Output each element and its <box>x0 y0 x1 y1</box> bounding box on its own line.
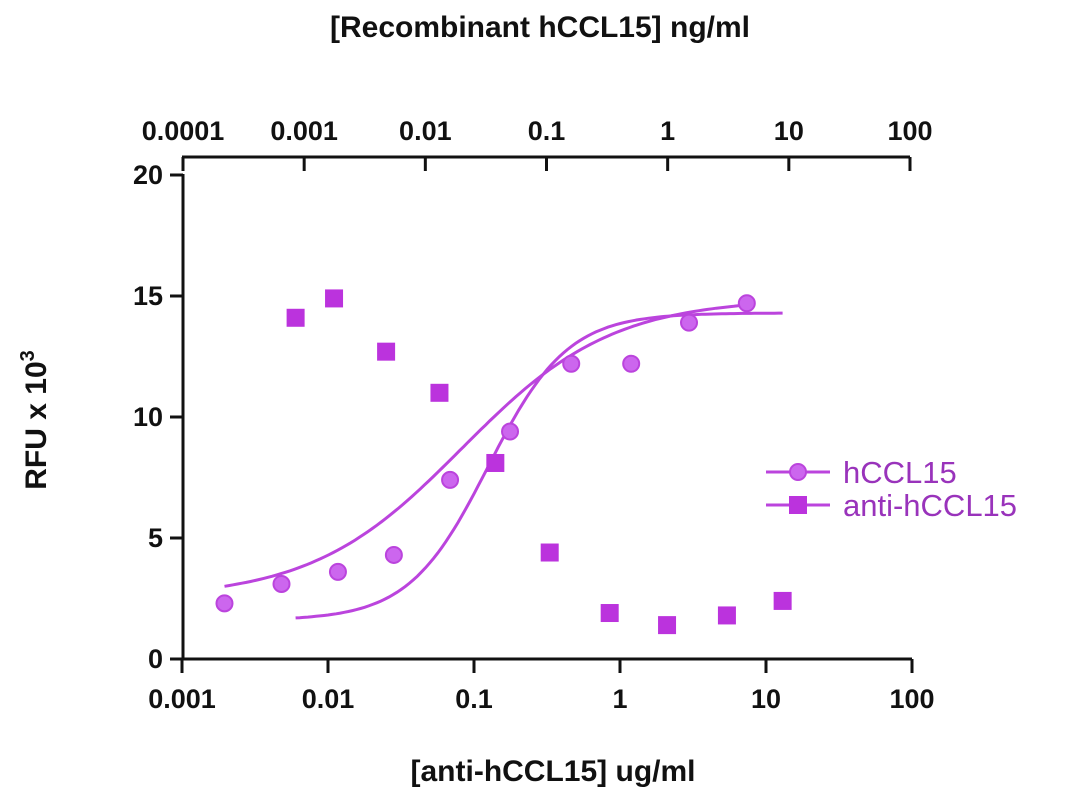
point-hccl15-8 <box>680 313 699 332</box>
top-tick-label-5: 10 <box>774 116 804 146</box>
legend: hCCL15 anti-hCCL15 <box>766 455 1017 523</box>
point-hccl15-2 <box>328 562 347 581</box>
point-anti-hccl15-2 <box>377 342 396 361</box>
left-tick-label-1: 5 <box>148 523 163 553</box>
bottom-axis-title: [anti-hCCL15] ug/ml <box>411 755 696 788</box>
fit-curves <box>224 303 783 620</box>
point-anti-hccl15-5 <box>540 543 559 562</box>
point-anti-hccl15-3 <box>430 383 449 402</box>
bottom-tick-label-2: 0.1 <box>455 684 493 714</box>
point-hccl15-3 <box>384 545 403 564</box>
left-axis-title-superscript: 3 <box>17 350 39 361</box>
point-anti-hccl15-6 <box>600 604 619 623</box>
bottom-tick-label-0: 0.001 <box>148 684 216 714</box>
point-anti-hccl15-9 <box>773 591 792 610</box>
point-anti-hccl15-4 <box>486 453 505 472</box>
point-anti-hccl15-7 <box>658 616 677 635</box>
legend-hccl15-marker <box>789 463 807 481</box>
point-hccl15-1 <box>272 574 291 593</box>
left-tick-label-3: 15 <box>133 281 163 311</box>
point-anti-hccl15-8 <box>717 606 736 625</box>
point-hccl15-9 <box>737 294 756 313</box>
top-tick-label-4: 1 <box>660 116 675 146</box>
top-tick-label-6: 100 <box>887 116 932 146</box>
top-tick-label-3: 0.1 <box>528 116 566 146</box>
left-tick-label-0: 0 <box>148 644 163 674</box>
point-hccl15-7 <box>622 354 641 373</box>
top-tick-label-1: 0.001 <box>270 116 338 146</box>
fit-curve-anti-hccl15 <box>295 311 783 620</box>
data-points <box>215 289 792 635</box>
left-tick-label-4: 20 <box>133 160 163 190</box>
bottom-axis-ticks: 0.001 0.01 0.1 1 10 100 <box>148 659 935 714</box>
fit-curve-hccl15 <box>224 303 747 588</box>
legend-anti-hccl15-marker <box>789 496 807 514</box>
top-tick-label-0: 0.0001 <box>142 116 225 146</box>
point-hccl15-6 <box>562 354 581 373</box>
point-hccl15-5 <box>501 422 520 441</box>
left-axis-title-text: RFU x 10 <box>20 361 53 489</box>
point-anti-hccl15-1 <box>325 289 344 308</box>
point-anti-hccl15-0 <box>286 308 305 327</box>
bottom-tick-label-1: 0.01 <box>302 684 355 714</box>
legend-anti-hccl15-label: anti-hCCL15 <box>843 488 1017 523</box>
top-axis-ticks: 0.0001 0.001 0.01 0.1 1 10 100 <box>142 116 933 171</box>
left-axis-ticks: 0 5 10 15 20 <box>133 160 183 674</box>
legend-hccl15-label: hCCL15 <box>843 455 957 490</box>
bottom-tick-label-5: 100 <box>889 684 934 714</box>
top-axis-title: [Recombinant hCCL15] ng/ml <box>330 11 750 44</box>
bottom-tick-label-3: 1 <box>612 684 627 714</box>
bottom-tick-label-4: 10 <box>751 684 781 714</box>
top-tick-label-2: 0.01 <box>399 116 452 146</box>
point-hccl15-4 <box>441 470 460 489</box>
left-axis-title: RFU x 103 <box>17 350 53 490</box>
point-hccl15-0 <box>215 594 234 613</box>
left-tick-label-2: 10 <box>133 402 163 432</box>
